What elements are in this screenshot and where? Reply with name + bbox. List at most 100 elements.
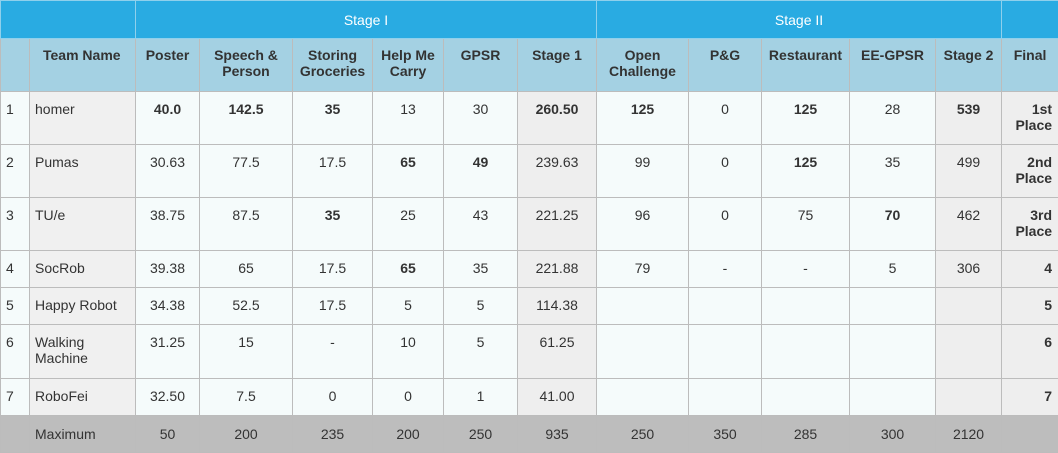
speech-cell: 77.5: [200, 145, 293, 198]
pg-cell: 0: [689, 198, 762, 251]
maximum-stage2: 2120: [936, 416, 1002, 453]
help-cell: 65: [373, 145, 444, 198]
team-cell: Pumas: [30, 145, 136, 198]
pg-cell: 0: [689, 145, 762, 198]
team-cell: TU/e: [30, 198, 136, 251]
stage-header-row: Stage I Stage II: [1, 1, 1058, 39]
restaurant-cell: -: [762, 251, 850, 288]
stage2-cell: [936, 379, 1002, 416]
stage1-cell: 221.25: [518, 198, 597, 251]
final-cell: 1st Place: [1002, 92, 1058, 145]
column-header-storing: Storing Groceries: [293, 39, 373, 92]
help-cell: 10: [373, 325, 444, 379]
speech-cell: 142.5: [200, 92, 293, 145]
restaurant-cell: [762, 325, 850, 379]
table-row: 1 homer 40.0 142.5 35 13 30 260.50 125 0…: [1, 92, 1058, 145]
stage2-cell: 499: [936, 145, 1002, 198]
maximum-gpsr: 250: [444, 416, 518, 453]
table-row: 2 Pumas 30.63 77.5 17.5 65 49 239.63 99 …: [1, 145, 1058, 198]
column-header-speech: Speech & Person: [200, 39, 293, 92]
maximum-pg: 350: [689, 416, 762, 453]
open-cell: 79: [597, 251, 689, 288]
help-cell: 0: [373, 379, 444, 416]
eegpsr-cell: 28: [850, 92, 936, 145]
maximum-speech: 200: [200, 416, 293, 453]
pg-cell: [689, 288, 762, 325]
restaurant-cell: [762, 379, 850, 416]
final-cell: 5: [1002, 288, 1058, 325]
stage2-cell: 306: [936, 251, 1002, 288]
stage1-cell: 221.88: [518, 251, 597, 288]
table-row: 3 TU/e 38.75 87.5 35 25 43 221.25 96 0 7…: [1, 198, 1058, 251]
maximum-final: [1002, 416, 1058, 453]
maximum-rank-cell: [1, 416, 30, 453]
stage2-cell: [936, 288, 1002, 325]
open-cell: [597, 288, 689, 325]
eegpsr-cell: [850, 288, 936, 325]
table-row: 7 RoboFei 32.50 7.5 0 0 1 41.00 7: [1, 379, 1058, 416]
maximum-help: 200: [373, 416, 444, 453]
storing-cell: 35: [293, 92, 373, 145]
pg-cell: -: [689, 251, 762, 288]
poster-cell: 40.0: [136, 92, 200, 145]
maximum-poster: 50: [136, 416, 200, 453]
team-cell: homer: [30, 92, 136, 145]
pg-cell: 0: [689, 92, 762, 145]
speech-cell: 15: [200, 325, 293, 379]
rank-cell: 7: [1, 379, 30, 416]
stage1-cell: 239.63: [518, 145, 597, 198]
gpsr-cell: 49: [444, 145, 518, 198]
column-header-open: Open Challenge: [597, 39, 689, 92]
column-header-rank: [1, 39, 30, 92]
team-cell: Walking Machine: [30, 325, 136, 379]
table-row: 6 Walking Machine 31.25 15 - 10 5 61.25 …: [1, 325, 1058, 379]
team-cell: RoboFei: [30, 379, 136, 416]
speech-cell: 7.5: [200, 379, 293, 416]
stage-header-final-spacer: [1002, 1, 1058, 39]
stage-2-header: Stage II: [597, 1, 1002, 39]
final-cell: 4: [1002, 251, 1058, 288]
open-cell: 96: [597, 198, 689, 251]
storing-cell: 17.5: [293, 288, 373, 325]
column-header-pg: P&G: [689, 39, 762, 92]
maximum-restaurant: 285: [762, 416, 850, 453]
pg-cell: [689, 379, 762, 416]
maximum-label: Maximum: [30, 416, 136, 453]
stage2-cell: 462: [936, 198, 1002, 251]
rank-cell: 1: [1, 92, 30, 145]
rank-cell: 3: [1, 198, 30, 251]
column-header-stage1: Stage 1: [518, 39, 597, 92]
poster-cell: 39.38: [136, 251, 200, 288]
rank-cell: 5: [1, 288, 30, 325]
maximum-eegpsr: 300: [850, 416, 936, 453]
column-header-stage2: Stage 2: [936, 39, 1002, 92]
final-cell: 7: [1002, 379, 1058, 416]
final-cell: 6: [1002, 325, 1058, 379]
stage1-cell: 114.38: [518, 288, 597, 325]
column-header-row: Team Name Poster Speech & Person Storing…: [1, 39, 1058, 92]
gpsr-cell: 35: [444, 251, 518, 288]
gpsr-cell: 5: [444, 288, 518, 325]
help-cell: 25: [373, 198, 444, 251]
open-cell: [597, 325, 689, 379]
speech-cell: 87.5: [200, 198, 293, 251]
poster-cell: 30.63: [136, 145, 200, 198]
stage2-cell: [936, 325, 1002, 379]
column-header-eegpsr: EE-GPSR: [850, 39, 936, 92]
help-cell: 13: [373, 92, 444, 145]
final-cell: 3rd Place: [1002, 198, 1058, 251]
help-cell: 65: [373, 251, 444, 288]
column-header-help: Help Me Carry: [373, 39, 444, 92]
open-cell: [597, 379, 689, 416]
storing-cell: 35: [293, 198, 373, 251]
restaurant-cell: [762, 288, 850, 325]
gpsr-cell: 1: [444, 379, 518, 416]
column-header-restaurant: Restaurant: [762, 39, 850, 92]
rank-cell: 4: [1, 251, 30, 288]
storing-cell: 17.5: [293, 145, 373, 198]
poster-cell: 38.75: [136, 198, 200, 251]
maximum-row: Maximum 50 200 235 200 250 935 250 350 2…: [1, 416, 1058, 453]
final-cell: 2nd Place: [1002, 145, 1058, 198]
restaurant-cell: 75: [762, 198, 850, 251]
